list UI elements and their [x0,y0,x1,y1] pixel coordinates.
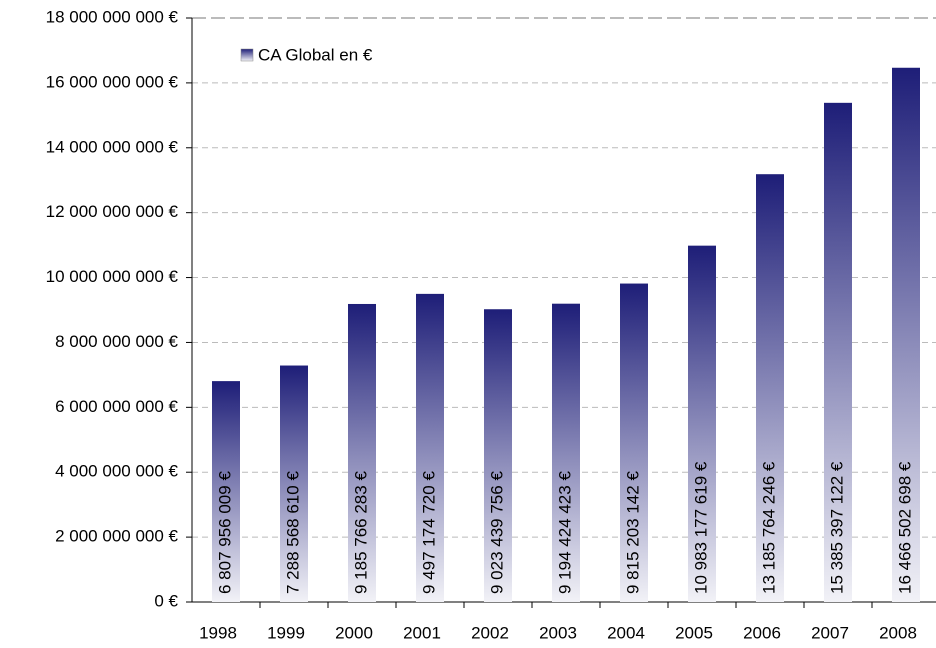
data-label: 9 815 203 142 € [623,471,642,594]
bar [892,67,920,602]
data-label: 15 385 397 122 € [827,461,846,594]
x-tick-label: 2005 [675,623,713,642]
data-label: 7 288 568 610 € [283,471,302,594]
y-tick-label: 0 € [154,591,178,610]
x-tick-label: 1999 [267,623,305,642]
data-label: 9 194 424 423 € [555,471,574,594]
bar [620,283,648,602]
legend-label: CA Global en € [258,45,373,64]
bar [824,102,852,602]
y-tick-label: 6 000 000 000 € [55,397,178,416]
legend-swatch [240,48,254,62]
y-tick-label: 10 000 000 000 € [46,267,179,286]
x-tick-label: 2008 [879,623,917,642]
bar [416,293,444,602]
data-label: 9 185 766 283 € [351,471,370,594]
bar [756,174,784,603]
y-tick-label: 2 000 000 000 € [55,527,178,546]
bar [484,309,512,602]
y-tick-label: 16 000 000 000 € [46,72,179,91]
x-tick-label: 2006 [743,623,781,642]
y-tick-label: 18 000 000 000 € [46,7,179,26]
data-label: 16 466 502 698 € [895,461,914,594]
x-tick-label: 1998 [199,623,237,642]
y-tick-label: 14 000 000 000 € [46,137,179,156]
data-label: 9 497 174 720 € [419,471,438,594]
bar [212,381,240,602]
data-label: 13 185 764 246 € [759,461,778,594]
bar [348,303,376,602]
data-label: 9 023 439 756 € [487,471,506,594]
x-tick-label: 2004 [607,623,645,642]
y-tick-label: 12 000 000 000 € [46,202,179,221]
x-tick-label: 2002 [471,623,509,642]
bar [280,365,308,602]
x-tick-label: 2001 [403,623,441,642]
y-tick-label: 4 000 000 000 € [55,462,178,481]
data-label: 6 807 956 009 € [215,471,234,594]
x-tick-label: 2007 [811,623,849,642]
x-tick-label: 2003 [539,623,577,642]
x-tick-label: 2000 [335,623,373,642]
y-tick-label: 8 000 000 000 € [55,332,178,351]
data-label: 10 983 177 619 € [691,461,710,594]
bar [552,303,580,602]
bar [688,245,716,602]
